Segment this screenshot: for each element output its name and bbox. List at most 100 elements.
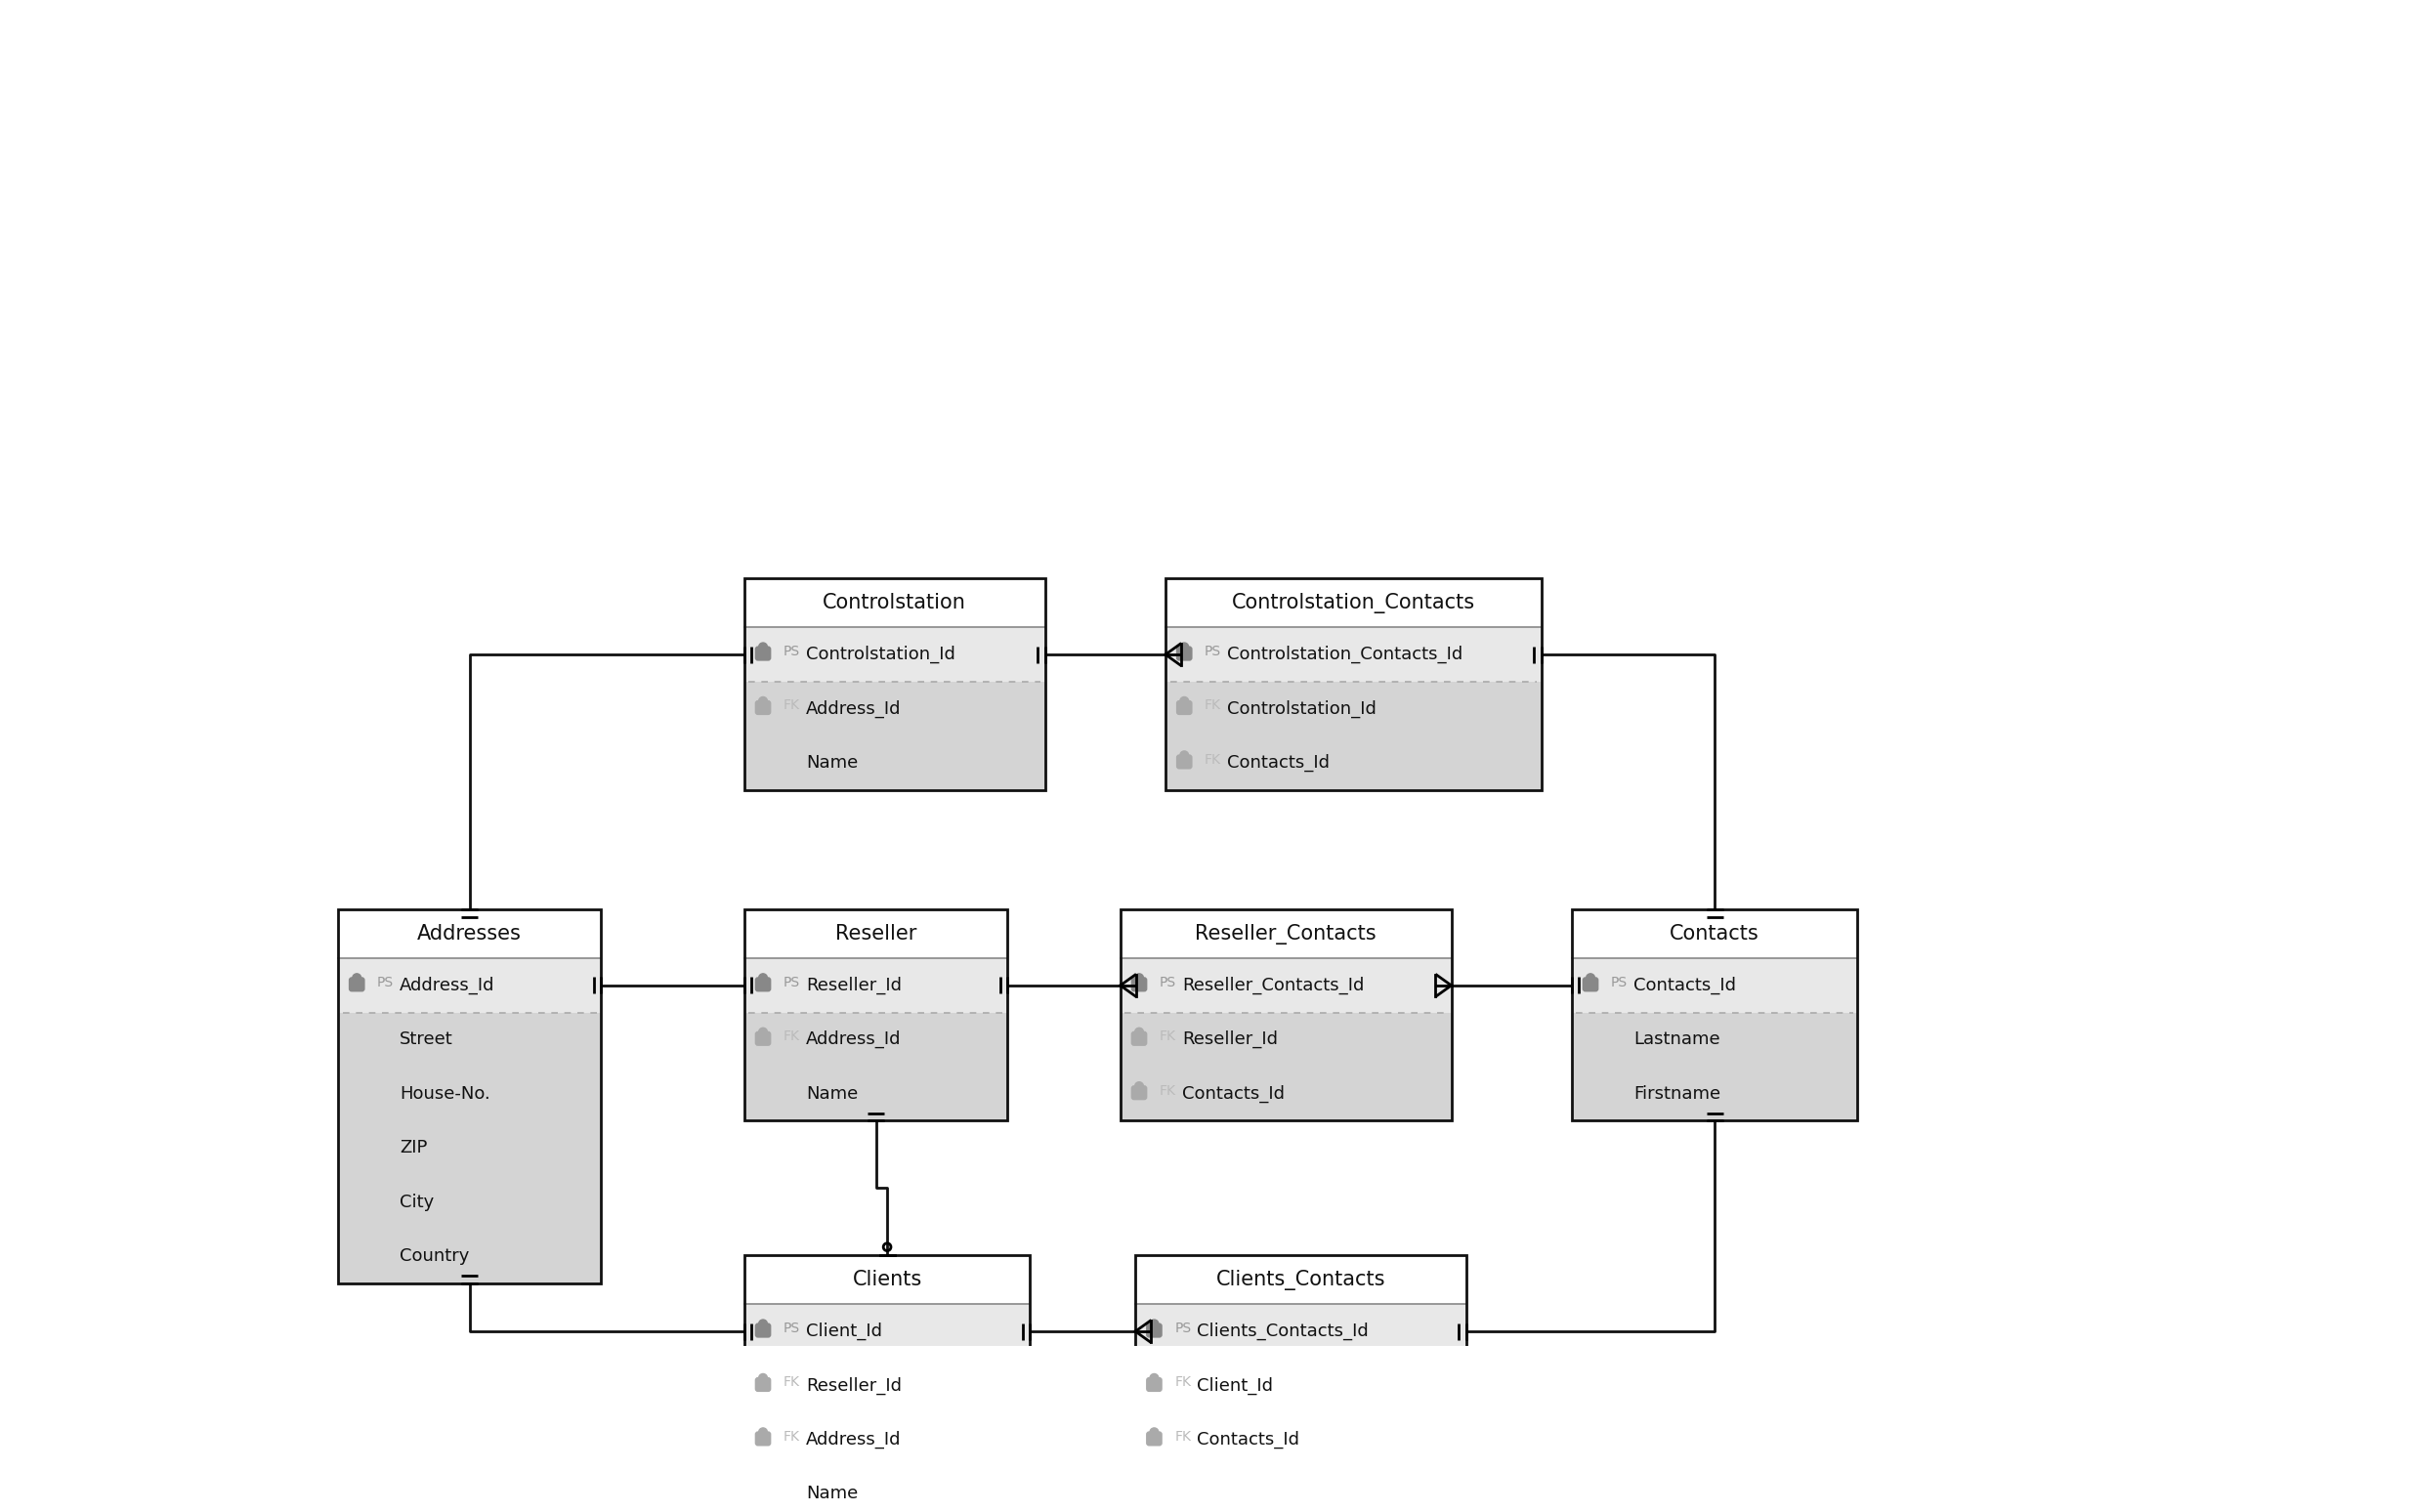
- Text: Address_Id: Address_Id: [401, 977, 495, 995]
- FancyBboxPatch shape: [756, 977, 770, 992]
- Bar: [1572, 909, 1857, 1120]
- FancyBboxPatch shape: [1582, 977, 1599, 992]
- Circle shape: [1181, 697, 1188, 706]
- Bar: [1166, 579, 1541, 789]
- Text: Controlstation_Contacts_Id: Controlstation_Contacts_Id: [1227, 646, 1463, 664]
- Bar: [1135, 1255, 1466, 1305]
- Text: Contacts: Contacts: [1669, 924, 1761, 943]
- Circle shape: [758, 1028, 768, 1036]
- Circle shape: [758, 697, 768, 706]
- Bar: [744, 1358, 1031, 1512]
- Circle shape: [1587, 974, 1594, 983]
- Bar: [1572, 1013, 1857, 1120]
- Text: Clients_Contacts_Id: Clients_Contacts_Id: [1198, 1323, 1369, 1340]
- Bar: [1121, 1013, 1451, 1120]
- Bar: [744, 1255, 1031, 1512]
- Circle shape: [1150, 1374, 1159, 1382]
- Bar: [338, 959, 601, 1013]
- Circle shape: [1181, 751, 1188, 759]
- Circle shape: [758, 1427, 768, 1436]
- Bar: [1166, 682, 1541, 789]
- Bar: [1135, 1305, 1466, 1358]
- Circle shape: [1135, 1083, 1142, 1090]
- Text: Controlstation_Id: Controlstation_Id: [1227, 700, 1377, 718]
- Bar: [1121, 959, 1451, 1013]
- Text: Address_Id: Address_Id: [807, 700, 901, 718]
- Text: FK: FK: [1205, 753, 1222, 767]
- Circle shape: [758, 643, 768, 652]
- Bar: [1121, 909, 1451, 1120]
- FancyBboxPatch shape: [756, 1377, 770, 1393]
- Text: House-No.: House-No.: [401, 1086, 490, 1102]
- Text: FK: FK: [1159, 1030, 1176, 1043]
- Text: Controlstation: Controlstation: [824, 593, 966, 612]
- Text: Address_Id: Address_Id: [807, 1031, 901, 1048]
- Text: Contacts_Id: Contacts_Id: [1633, 977, 1736, 995]
- Text: Name: Name: [807, 754, 857, 771]
- Text: Controlstation_Id: Controlstation_Id: [807, 646, 956, 664]
- Bar: [338, 909, 601, 1284]
- Text: Clients_Contacts: Clients_Contacts: [1217, 1270, 1386, 1290]
- Bar: [744, 959, 1007, 1013]
- Text: PS: PS: [782, 1321, 799, 1335]
- Circle shape: [353, 974, 362, 983]
- Text: Reseller_Id: Reseller_Id: [807, 1376, 901, 1394]
- Text: FK: FK: [782, 1430, 799, 1444]
- Text: Lastname: Lastname: [1633, 1031, 1719, 1048]
- FancyBboxPatch shape: [756, 646, 770, 661]
- FancyBboxPatch shape: [1147, 1432, 1162, 1445]
- Bar: [338, 1013, 601, 1284]
- Text: Client_Id: Client_Id: [1198, 1376, 1273, 1394]
- Text: Address_Id: Address_Id: [807, 1430, 901, 1448]
- Bar: [744, 579, 1046, 789]
- FancyBboxPatch shape: [1147, 1377, 1162, 1393]
- Text: FK: FK: [782, 1030, 799, 1043]
- Text: Contacts_Id: Contacts_Id: [1198, 1430, 1299, 1448]
- FancyBboxPatch shape: [1176, 700, 1193, 715]
- FancyBboxPatch shape: [756, 700, 770, 715]
- Bar: [1121, 909, 1451, 959]
- Text: Contacts_Id: Contacts_Id: [1181, 1084, 1285, 1102]
- Bar: [744, 909, 1007, 959]
- Text: FK: FK: [782, 1376, 799, 1390]
- Circle shape: [1150, 1320, 1159, 1328]
- FancyBboxPatch shape: [1176, 646, 1193, 661]
- Text: Reseller_Contacts_Id: Reseller_Contacts_Id: [1181, 977, 1364, 995]
- Circle shape: [758, 1374, 768, 1382]
- FancyBboxPatch shape: [1130, 1086, 1147, 1101]
- Text: Reseller_Id: Reseller_Id: [807, 977, 901, 995]
- Text: Reseller: Reseller: [836, 924, 918, 943]
- FancyBboxPatch shape: [348, 977, 365, 992]
- Text: Country: Country: [401, 1247, 469, 1266]
- Bar: [744, 627, 1046, 682]
- Text: Reseller_Id: Reseller_Id: [1181, 1031, 1278, 1048]
- Bar: [744, 1305, 1031, 1358]
- FancyBboxPatch shape: [756, 1432, 770, 1445]
- Text: FK: FK: [1174, 1430, 1191, 1444]
- Bar: [1135, 1358, 1466, 1467]
- Text: PS: PS: [1159, 975, 1176, 989]
- FancyBboxPatch shape: [1130, 977, 1147, 992]
- Text: Client_Id: Client_Id: [807, 1323, 881, 1340]
- Bar: [744, 1013, 1007, 1120]
- FancyBboxPatch shape: [756, 1323, 770, 1338]
- Bar: [1572, 909, 1857, 959]
- Circle shape: [758, 1320, 768, 1328]
- Text: PS: PS: [782, 644, 799, 658]
- FancyBboxPatch shape: [756, 1031, 770, 1046]
- Text: PS: PS: [377, 975, 394, 989]
- Circle shape: [1135, 974, 1142, 983]
- Text: FK: FK: [1159, 1084, 1176, 1098]
- Text: FK: FK: [782, 699, 799, 712]
- Text: FK: FK: [1174, 1376, 1191, 1390]
- Text: FK: FK: [1205, 699, 1222, 712]
- Text: PS: PS: [1611, 975, 1628, 989]
- Text: PS: PS: [782, 975, 799, 989]
- Circle shape: [758, 974, 768, 983]
- Text: ZIP: ZIP: [401, 1139, 427, 1157]
- Text: Street: Street: [401, 1031, 454, 1048]
- Text: Controlstation_Contacts: Controlstation_Contacts: [1232, 593, 1476, 614]
- Circle shape: [1135, 1028, 1142, 1036]
- Circle shape: [1181, 643, 1188, 652]
- Bar: [1135, 1255, 1466, 1467]
